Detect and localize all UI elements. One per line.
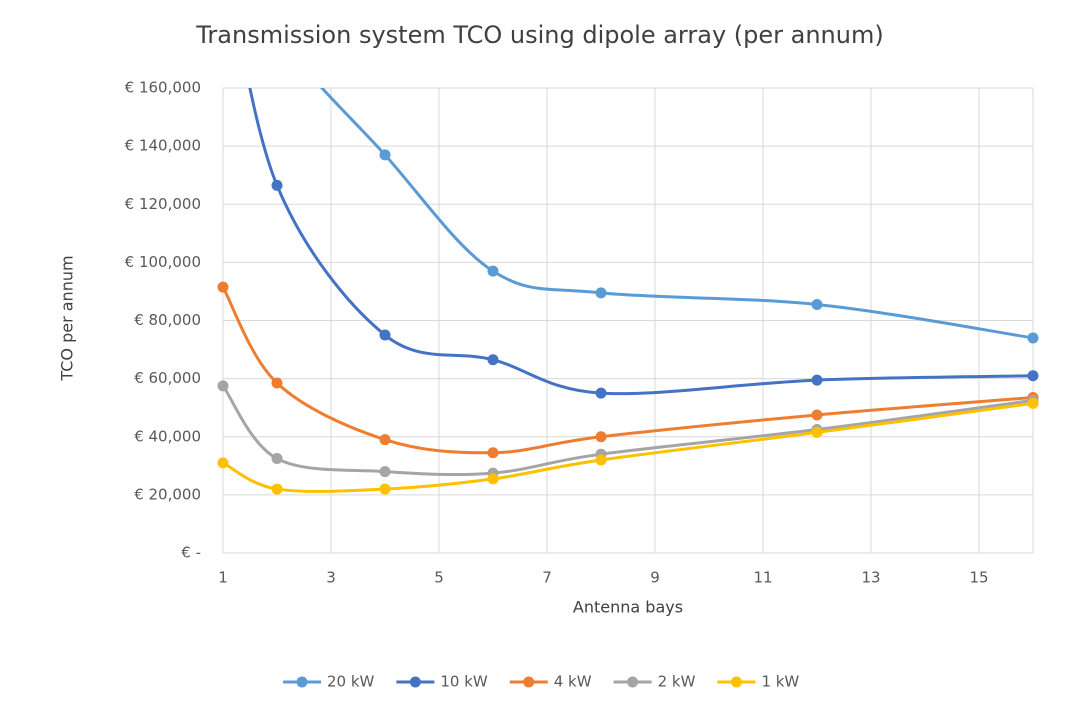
data-point (487, 265, 499, 277)
data-point (811, 409, 823, 421)
data-point (271, 453, 283, 465)
data-point (811, 374, 823, 386)
chart-title: Transmission system TCO using dipole arr… (195, 21, 883, 49)
legend-marker (296, 676, 308, 688)
data-point (487, 473, 499, 485)
data-point (379, 149, 391, 161)
y-tick-label: € 160,000 (125, 79, 201, 97)
data-point (379, 466, 391, 478)
data-point (217, 380, 229, 392)
x-tick-label: 1 (218, 569, 228, 587)
y-tick-label: € 100,000 (125, 253, 201, 271)
legend-label: 2 kW (658, 673, 696, 691)
series-line (248, 88, 1034, 396)
data-point (379, 329, 391, 341)
x-tick-label: 9 (650, 569, 660, 587)
y-tick-label: € 140,000 (125, 137, 201, 155)
grid: € - € 20,000 € 40,000 € 60,000 € 80,000 € 100… (125, 79, 1034, 587)
x-tick-label: 5 (434, 569, 444, 587)
data-point (1027, 332, 1039, 344)
data-point (217, 281, 229, 293)
data-point (595, 431, 607, 443)
data-point (811, 426, 823, 438)
series-line (221, 286, 1034, 455)
series-line (221, 384, 1034, 477)
y-tick-label: € 80,000 (134, 311, 201, 329)
data-point (271, 179, 283, 191)
data-point (1027, 370, 1039, 382)
data-point (217, 457, 229, 469)
plot-area (217, 88, 1039, 495)
data-point (1027, 397, 1039, 409)
data-point (487, 354, 499, 366)
y-tick-label: € 20,000 (134, 485, 201, 503)
y-tick-label: € 40,000 (134, 427, 201, 445)
data-point (487, 447, 499, 459)
data-point (811, 299, 823, 311)
y-axis-title: TCO per annum (58, 255, 77, 381)
legend-marker (409, 676, 421, 688)
data-point (379, 483, 391, 495)
legend-label: 10 kW (440, 673, 488, 691)
data-point (595, 287, 607, 299)
y-tick-label: € - (181, 544, 201, 562)
legend-marker (627, 676, 639, 688)
x-axis-title: Antenna bays (573, 598, 683, 617)
series-line (222, 401, 1034, 493)
data-point (379, 434, 391, 446)
y-tick-label: € 60,000 (134, 369, 201, 387)
legend-marker (730, 676, 742, 688)
data-point (271, 483, 283, 495)
legend: 20 kW 10 kW 4 kW 2 kW 1 kW (283, 673, 799, 691)
x-tick-label: 3 (326, 569, 336, 587)
y-tick-label: € 120,000 (125, 195, 201, 213)
data-point (595, 454, 607, 466)
legend-marker (523, 676, 535, 688)
x-tick-label: 7 (542, 569, 552, 587)
series-line (319, 88, 1034, 340)
legend-label: 4 kW (554, 673, 592, 691)
data-point (595, 387, 607, 399)
x-tick-label: 15 (969, 569, 988, 587)
legend-label: 20 kW (327, 673, 375, 691)
legend-label: 1 kW (761, 673, 799, 691)
data-point (271, 377, 283, 389)
x-tick-label: 11 (753, 569, 772, 587)
x-tick-label: 13 (861, 569, 880, 587)
